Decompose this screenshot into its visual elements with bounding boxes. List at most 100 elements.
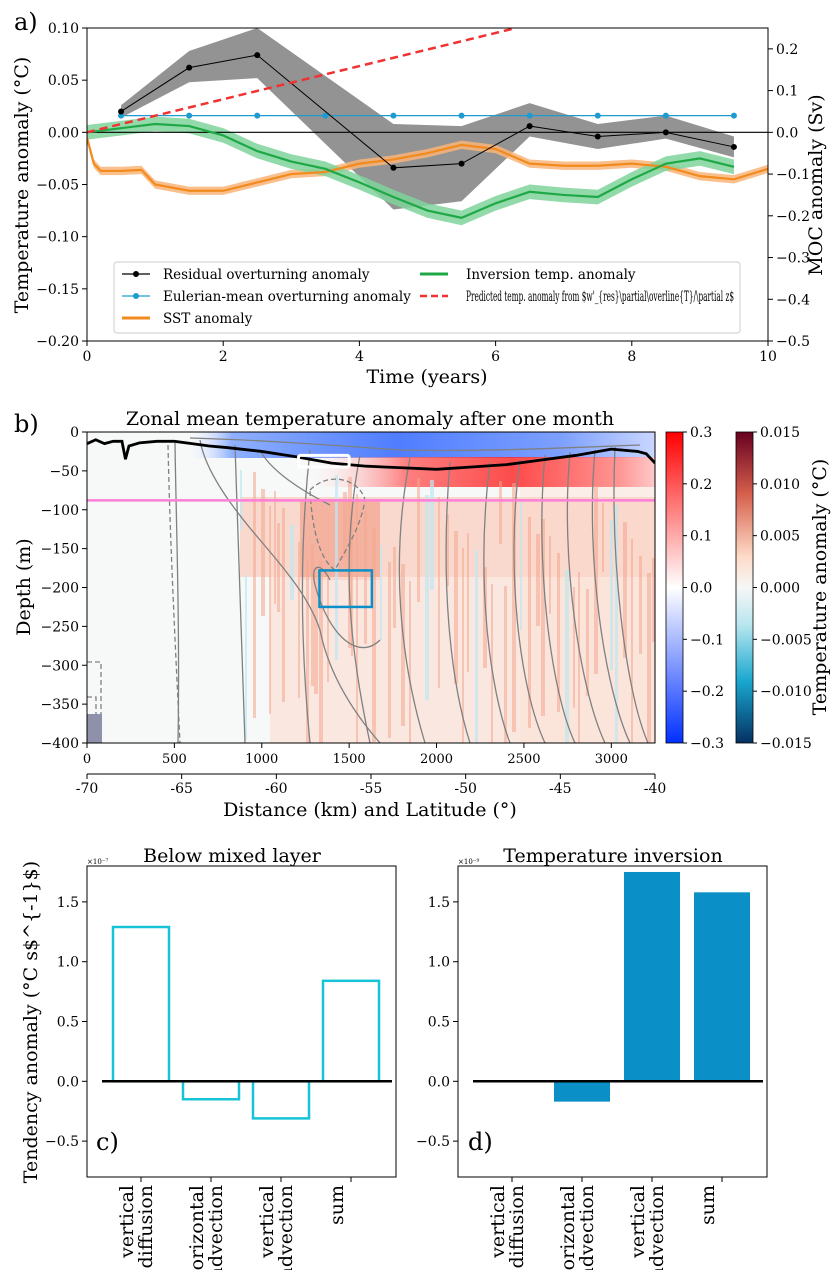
heatmap-streak bbox=[401, 564, 405, 726]
panel-a-xtick-label: 6 bbox=[491, 349, 500, 365]
bar-category-label: sum bbox=[326, 1185, 348, 1225]
panel-b-xtick-label: 3000 bbox=[595, 752, 628, 767]
heatmap-streak bbox=[417, 478, 420, 602]
panel-b-lat-tick-label: -60 bbox=[265, 781, 288, 797]
heatmap-streak bbox=[253, 472, 256, 718]
temperature-contour bbox=[348, 454, 371, 743]
panel-a-ytick-label: 0.10 bbox=[48, 21, 79, 37]
panel-d-label: d) bbox=[468, 1128, 493, 1156]
colorbar-tick-label: 0.3 bbox=[690, 425, 712, 441]
heatmap-streak bbox=[615, 505, 618, 743]
panel-b-ytick-label: −50 bbox=[49, 464, 79, 480]
heatmap-streak bbox=[557, 553, 560, 712]
heatmap-streak bbox=[269, 506, 271, 714]
panel-b-xtick-label: 2000 bbox=[420, 752, 453, 767]
heatmap-streak bbox=[430, 480, 434, 590]
panel-a-ticks: 0 2 4 6 8 10 0.10 0.05 0.00 −0.05 −0.10 −0.15 −0.20 0… bbox=[36, 21, 810, 365]
panel-a-plot-area bbox=[87, 28, 768, 226]
temperature-contour bbox=[566, 451, 606, 743]
below-mixed-layer-box bbox=[318, 569, 374, 609]
heatmap-streak bbox=[504, 586, 507, 743]
heatmap-streak bbox=[319, 561, 323, 743]
heatmap-streaks bbox=[240, 470, 655, 743]
heatmap-streak bbox=[298, 542, 300, 698]
heatmap-streak bbox=[356, 494, 358, 743]
heatmap-streak bbox=[541, 519, 545, 716]
heatmap-streak bbox=[491, 584, 493, 743]
panel-b-ytick-label: −250 bbox=[41, 619, 79, 635]
panel-d-scale-label: ×10⁻⁹ bbox=[458, 858, 479, 866]
panel-b: b) Zonal mean temperature anomaly after … bbox=[13, 408, 831, 821]
residual-point bbox=[730, 143, 737, 150]
panel-a-xlabel: Time (years) bbox=[366, 366, 487, 388]
panel-a-ytick-label: −0.20 bbox=[36, 334, 79, 350]
heatmap-streak bbox=[282, 508, 285, 702]
legend-label-residual: Residual overturning anomaly bbox=[163, 267, 370, 283]
colorbar-tick-label: 0.010 bbox=[760, 477, 800, 493]
panel-a-xtick-label: 10 bbox=[759, 349, 777, 365]
panel-a-ytick-label: −0.05 bbox=[36, 178, 79, 194]
panel-a-xtick-label: 4 bbox=[355, 349, 364, 365]
bar-ytick-label: 1.0 bbox=[428, 955, 450, 971]
colorbar-tick-label: 0.1 bbox=[690, 529, 712, 545]
heatmap-cool-inversion-band bbox=[185, 432, 655, 458]
heatmap-streak bbox=[245, 575, 247, 740]
heatmap-streak bbox=[578, 572, 580, 743]
bar-category-label: horizontal bbox=[557, 1185, 579, 1270]
panel-a-ytick-right-label: 0.1 bbox=[776, 84, 798, 100]
panel-a-ytick-right-label: −0.1 bbox=[776, 167, 810, 183]
bar-category-label: advection bbox=[646, 1185, 668, 1270]
inversion-band bbox=[87, 116, 734, 226]
heatmap-streak bbox=[462, 548, 464, 743]
panel-a-xtick-label: 0 bbox=[83, 349, 92, 365]
panel-b-lat-tick-label: -70 bbox=[76, 781, 99, 797]
legend-label-predicted: Predicted temp. anomaly from $w'_{res}\p… bbox=[466, 289, 734, 305]
panel-b-xlabel: Distance (km) and Latitude (°) bbox=[223, 799, 517, 821]
heatmap-streak bbox=[520, 500, 522, 630]
legend-label-eulerian: Eulerian-mean overturning anomaly bbox=[163, 289, 411, 305]
legend-marker-residual bbox=[133, 271, 139, 277]
panel-d-bars bbox=[473, 871, 763, 1102]
panel-b-xtick-label: 0 bbox=[83, 752, 91, 767]
temperature-contour bbox=[513, 459, 546, 743]
heatmap-streak bbox=[306, 559, 309, 743]
panel-b-xtick-label: 500 bbox=[162, 752, 187, 767]
heatmap-streak bbox=[343, 492, 347, 558]
panel-a: a) 0 2 4 6 8 10 0.10 0.05 0.00 −0.05 −0.10 −0.15 −0.… bbox=[11, 8, 827, 388]
colorbar-main-label: Temperature anomaly (°C) bbox=[809, 459, 831, 716]
heatmap-streak bbox=[380, 545, 382, 640]
heatmap-streak bbox=[314, 576, 318, 694]
residual-overturning-band bbox=[121, 28, 734, 210]
heatmap-streak bbox=[388, 562, 391, 738]
bar-ytick-label: −0.5 bbox=[416, 1134, 450, 1150]
residual-point bbox=[662, 129, 669, 136]
panel-d: Temperature inversion ×10⁻⁹ verticaldiff… bbox=[416, 845, 768, 1270]
heatmap-streak bbox=[446, 514, 449, 586]
residual-point bbox=[118, 108, 125, 115]
legend-label-sst: SST anomaly bbox=[163, 311, 253, 327]
colorbar-inversion-ticks: 0.3 0.2 0.1 0.0 −0.1 −0.2 −0.3 bbox=[683, 425, 724, 752]
panel-a-xtick-label: 8 bbox=[627, 349, 636, 365]
eulerian-point bbox=[322, 112, 329, 119]
temperature-contour bbox=[174, 442, 180, 743]
panel-b-lat-tick-label: -40 bbox=[644, 781, 667, 797]
bar-category-label: advection bbox=[576, 1185, 598, 1270]
heatmap-streak bbox=[647, 573, 651, 743]
panel-a-ytick-right-label: −0.4 bbox=[776, 292, 810, 308]
colorbar-inversion bbox=[665, 431, 684, 744]
bar-ytick-label: 0.5 bbox=[57, 1015, 79, 1031]
colorbar-main-ticks: 0.015 0.010 0.005 0.000 −0.005 −0.010 −0.015 bbox=[753, 425, 812, 752]
heatmap-streak bbox=[549, 536, 551, 614]
legend-label-inversion: Inversion temp. anomaly bbox=[466, 267, 636, 283]
residual-point bbox=[390, 164, 397, 171]
colorbar-main bbox=[735, 431, 754, 744]
legend-marker-eulerian bbox=[133, 293, 139, 299]
panel-c-scale-label: ×10⁻⁷ bbox=[87, 858, 108, 866]
temperature-contour bbox=[234, 444, 246, 743]
temperature-contour-dashed bbox=[87, 696, 97, 743]
panel-b-ytick-label: −400 bbox=[41, 736, 79, 752]
panel-a-ytick-label: 0.05 bbox=[48, 73, 79, 89]
panel-b-ytick-label: −150 bbox=[41, 542, 79, 558]
